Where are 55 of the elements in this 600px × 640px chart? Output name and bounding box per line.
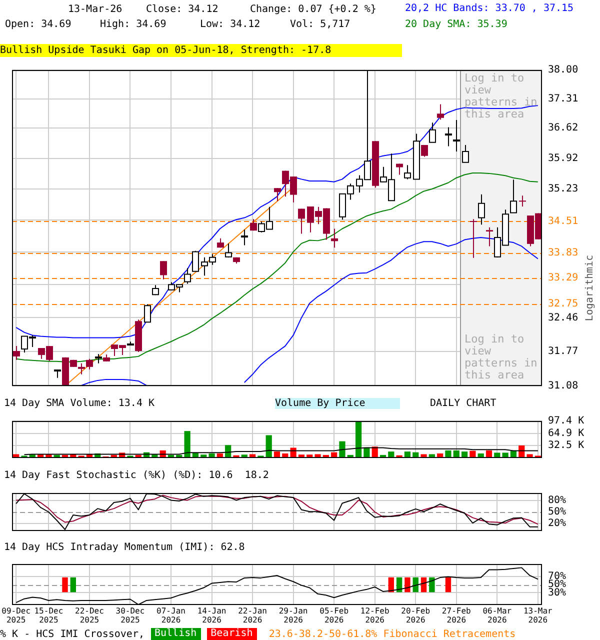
chart-title: 14 Day SMA Volume: 13.4 K: [4, 398, 155, 409]
text: Bearish: [206, 628, 257, 640]
text: Close: 34.12: [146, 3, 218, 16]
y-tick-label: 31.08: [548, 380, 578, 392]
y-tick-label: 35.92: [548, 153, 578, 164]
y-tick-label: 97.4 K: [548, 416, 584, 427]
y-tick-label: 30%: [548, 587, 566, 598]
y-tick-label: 37.31: [548, 93, 578, 104]
text: 13-Mar-26: [68, 3, 122, 16]
text: Volume By Price: [275, 398, 400, 409]
y-tick-label: 35.23: [548, 184, 578, 195]
text: Open: 34.69: [5, 18, 72, 31]
y-tick-label: 36.62: [548, 122, 578, 134]
y-tick-label: 20%: [548, 518, 566, 529]
text: 20 Day SMA: 35.39: [405, 18, 508, 31]
x-tick-label: 27-Feb 2026: [442, 606, 472, 624]
ref-line-label: 33.83: [548, 247, 578, 258]
x-tick-label: 12-Feb 2026: [360, 606, 390, 624]
x-tick-label: 20-Feb 2026: [401, 606, 430, 624]
y-tick-label: 38.00: [548, 64, 578, 76]
x-tick-label: 22-Dec 2025: [75, 606, 104, 624]
ref-line-label: 34.51: [548, 216, 578, 228]
x-tick-label: 13-Mar 2026: [523, 606, 553, 624]
y-tick-label: 80%: [548, 495, 566, 506]
text: Bullish Upside Tasuki Gap on 05-Jun-18, Strength: -17.8: [0, 44, 402, 57]
y-tick-label: 31.77: [548, 346, 578, 358]
annotation: Log in to view patterns in this area: [464, 71, 538, 120]
text: Change: 0.07 {+0.2 %}: [250, 3, 376, 16]
x-tick-label: 22-Jan 2026: [238, 606, 268, 624]
legend-title: % K - HCS IMI Crossover,: [0, 628, 144, 640]
x-tick-label: 30-Dec 2025: [116, 606, 145, 624]
annotation: Log in to view patterns in this area: [464, 332, 538, 382]
ref-line-label: 33.29: [548, 272, 578, 284]
x-tick-label: 06-Mar 2026: [482, 606, 512, 624]
y-tick-label: 64.9 K: [548, 428, 584, 439]
chart-title: 14 Day Fast Stochastic (%K) (%D): 10.6 18.2: [4, 470, 269, 481]
text: 23.6-38.2-50-61.8% Fibonacci Retracements: [268, 628, 516, 640]
x-tick-label: 09-Dec 2025: [2, 606, 31, 624]
text: Low: 34.12: [200, 18, 260, 31]
x-tick-label: 29-Jan 2026: [278, 606, 308, 624]
y-tick-label: 32.46: [548, 312, 578, 324]
text: High: 34.69: [100, 18, 166, 31]
x-tick-label: 15-Dec 2025: [34, 606, 64, 624]
chart-title: 14 Day HCS Intraday Momentum (IMI): 62.8: [4, 542, 245, 553]
text: Bullish: [150, 628, 201, 640]
text: DAILY CHART: [430, 398, 496, 409]
y-tick-label: 50%: [548, 506, 566, 518]
y-axis-title: Logarithmic: [584, 254, 596, 322]
text: Vol: 5,717: [290, 18, 350, 31]
text: 20,2 HC Bands: 33.70 , 37.15: [405, 2, 574, 15]
x-tick-label: 14-Jan 2026: [197, 606, 226, 624]
y-tick-label: 32.5 K: [548, 440, 584, 452]
ref-line-label: 32.75: [548, 298, 578, 310]
x-tick-label: 05-Feb 2026: [320, 606, 349, 624]
x-tick-label: 07-Jan 2026: [156, 606, 186, 624]
